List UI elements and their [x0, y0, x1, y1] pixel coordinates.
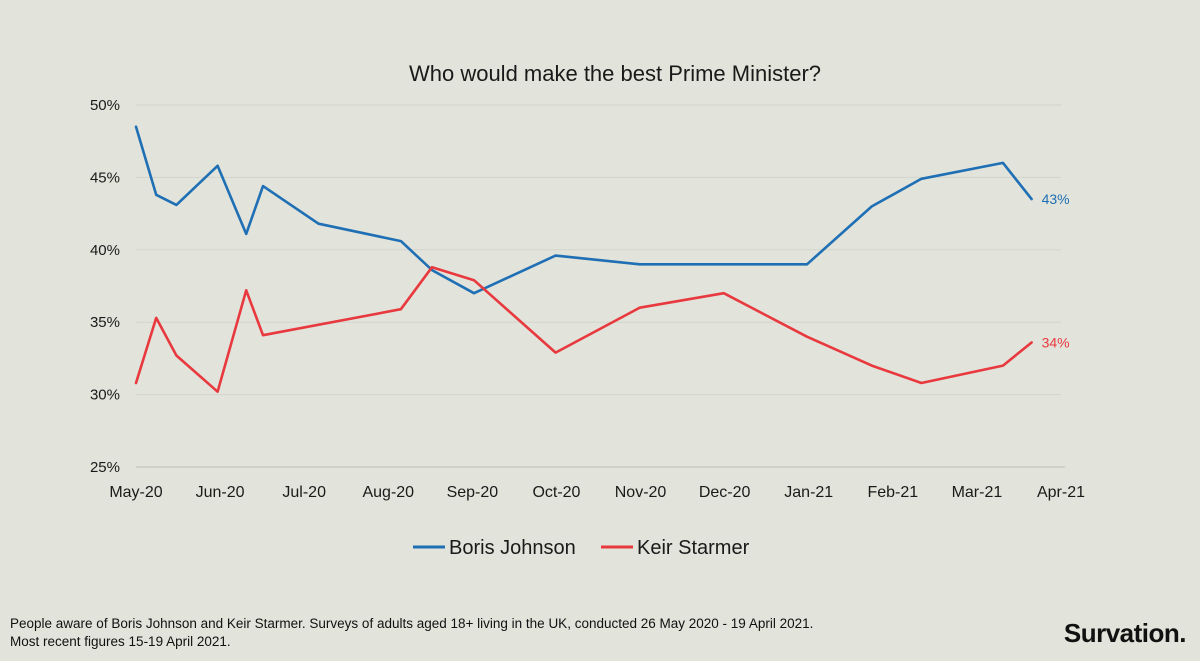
y-tick-label: 40%: [90, 242, 120, 259]
y-tick-label: 35%: [90, 314, 120, 331]
end-label-boris-johnson: 43%: [1042, 191, 1070, 207]
x-tick-label: Sep-20: [447, 484, 499, 501]
y-tick-label: 50%: [90, 97, 120, 114]
legend: Boris Johnson Keir Starmer: [413, 537, 750, 559]
x-tick-label: May-20: [109, 484, 162, 501]
series-line-keir-starmer: [134, 265, 1033, 394]
y-axis: 25% 30% 35% 40% 45% 50%: [90, 97, 120, 476]
x-tick-label: Oct-20: [532, 484, 580, 501]
legend-label: Keir Starmer: [637, 537, 750, 559]
x-axis: May-20 Jun-20 Jul-20 Aug-20 Sep-20 Oct-20 Nov-…: [109, 466, 1085, 501]
x-tick-label: Apr-21: [1037, 484, 1085, 501]
x-tick-label: Jul-20: [282, 484, 326, 501]
footnote: People aware of Boris Johnson and Keir S…: [10, 615, 813, 651]
x-tick-label: Jan-21: [784, 484, 833, 501]
x-tick-label: Aug-20: [362, 484, 414, 501]
series-lines: [134, 125, 1033, 394]
y-tick-label: 25%: [90, 459, 120, 476]
x-tick-label: Feb-21: [867, 484, 918, 501]
gridlines: [136, 104, 1061, 396]
footnote-line-2: Most recent figures 15-19 April 2021.: [10, 634, 231, 649]
y-tick-label: 45%: [90, 169, 120, 186]
legend-label: Boris Johnson: [449, 537, 576, 559]
x-tick-label: Mar-21: [952, 484, 1003, 501]
x-tick-label: Jun-20: [196, 484, 245, 501]
series-line-boris-johnson: [134, 125, 1033, 295]
end-label-keir-starmer: 34%: [1042, 334, 1070, 350]
x-tick-label: Dec-20: [699, 484, 751, 501]
end-labels: 43% 34%: [1042, 191, 1070, 350]
footnote-line-1: People aware of Boris Johnson and Keir S…: [10, 616, 814, 631]
y-tick-label: 30%: [90, 387, 120, 404]
x-tick-label: Nov-20: [615, 484, 667, 501]
survation-logo: Survation.: [1063, 618, 1187, 648]
chart-title: Who would make the best Prime Minister?: [409, 61, 821, 86]
